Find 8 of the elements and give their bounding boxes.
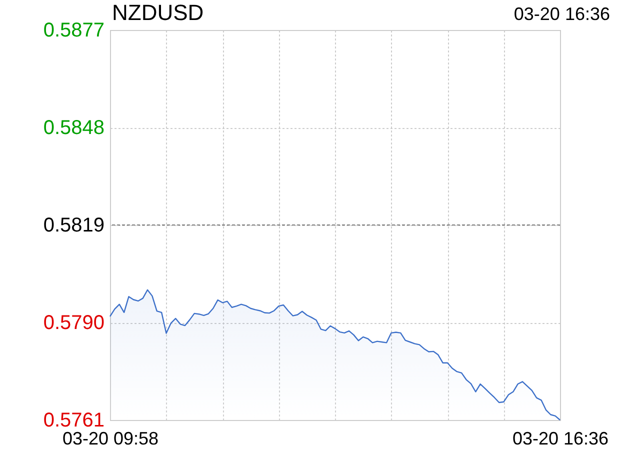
- y-tick-label: 0.5848: [43, 117, 104, 139]
- y-tick-label: 0.5790: [43, 312, 104, 334]
- y-tick-label: 0.5819: [43, 214, 104, 236]
- y-tick-label: 0.5761: [43, 410, 104, 432]
- text: 03-20 16:36: [514, 4, 610, 24]
- y-tick-label: 0.5877: [43, 20, 104, 42]
- x-tick-label: 03-20 09:58: [62, 428, 159, 448]
- chart-title: NZDUSD: [112, 0, 204, 25]
